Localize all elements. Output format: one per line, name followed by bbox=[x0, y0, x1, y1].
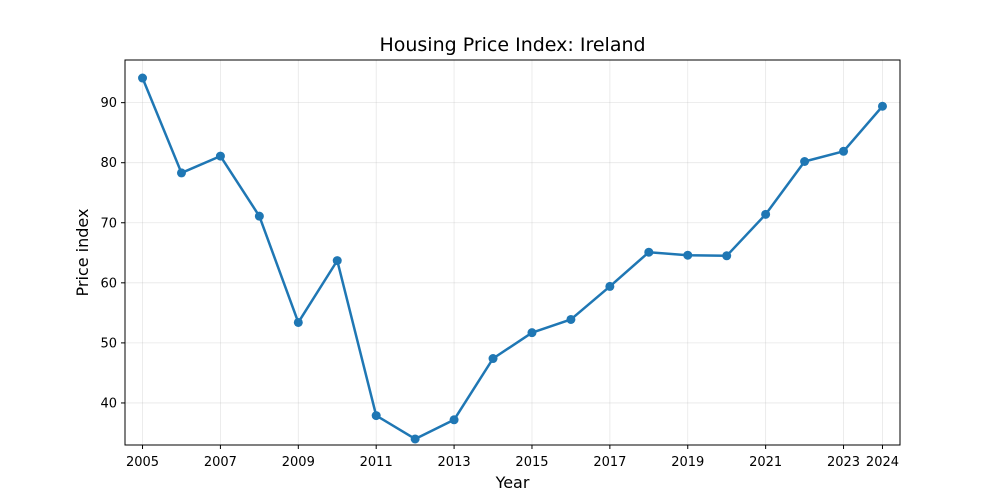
data-point bbox=[566, 314, 576, 324]
data-point bbox=[138, 73, 148, 83]
x-tick-label: 2023 bbox=[827, 455, 860, 470]
data-point bbox=[839, 146, 849, 156]
data-point bbox=[449, 415, 459, 425]
x-tick-label: 2021 bbox=[749, 455, 782, 470]
y-tick-label: 60 bbox=[100, 276, 117, 291]
data-point bbox=[761, 209, 771, 219]
data-point bbox=[877, 101, 887, 111]
data-point bbox=[683, 250, 693, 260]
y-axis-label: Price index bbox=[73, 209, 92, 297]
x-tick-label: 2007 bbox=[204, 455, 237, 470]
series-line bbox=[141, 77, 884, 441]
y-tick-label: 90 bbox=[100, 96, 117, 111]
x-axis-label: Year bbox=[495, 473, 530, 492]
y-tick-label: 40 bbox=[100, 396, 117, 411]
series-layer bbox=[138, 73, 887, 444]
data-point bbox=[800, 157, 810, 167]
y-tick-label: 70 bbox=[100, 216, 117, 231]
data-point bbox=[371, 411, 381, 421]
x-tick-label: 2005 bbox=[126, 455, 159, 470]
data-point bbox=[215, 151, 225, 161]
data-point bbox=[644, 247, 654, 257]
data-point bbox=[605, 281, 615, 291]
data-point bbox=[488, 354, 498, 364]
x-tick-label: 2013 bbox=[438, 455, 471, 470]
x-tick-label: 2011 bbox=[360, 455, 393, 470]
data-point bbox=[176, 168, 186, 178]
data-point bbox=[293, 317, 303, 327]
data-point bbox=[332, 256, 342, 266]
x-tick-label: 2019 bbox=[671, 455, 704, 470]
chart-title: Housing Price Index: Ireland bbox=[379, 34, 645, 56]
x-axis: 2005 2007 2009 2011 2013 2015 2017 2019 2021 2023… bbox=[126, 445, 899, 470]
data-point bbox=[410, 434, 420, 444]
data-point bbox=[527, 328, 537, 338]
x-tick-label: 2009 bbox=[282, 455, 315, 470]
x-tick-label: 2015 bbox=[515, 455, 548, 470]
grid bbox=[125, 60, 900, 445]
x-tick-label: 2017 bbox=[593, 455, 626, 470]
y-tick-label: 50 bbox=[100, 336, 117, 351]
plot-frame bbox=[124, 59, 901, 446]
x-tick-label: 2024 bbox=[866, 455, 899, 470]
data-point bbox=[722, 251, 732, 261]
y-tick-label: 80 bbox=[100, 156, 117, 171]
y-axis: 40 50 60 70 80 90 bbox=[100, 96, 125, 411]
data-point bbox=[254, 211, 264, 221]
